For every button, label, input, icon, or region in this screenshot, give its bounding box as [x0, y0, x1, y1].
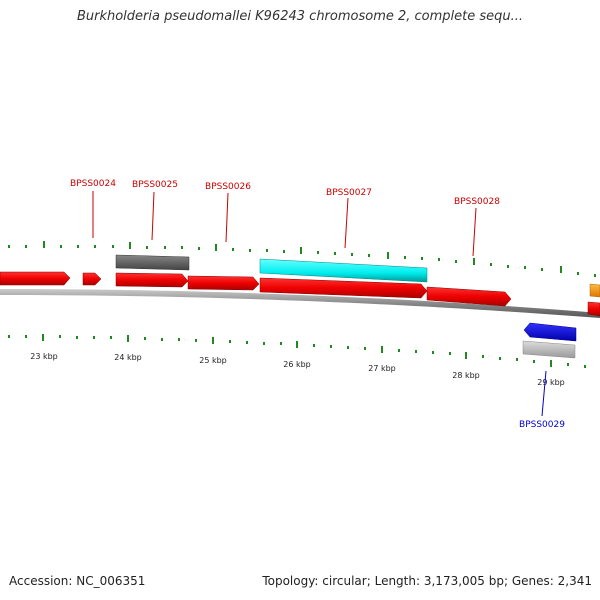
gene-label[interactable]: BPSS0026: [205, 182, 251, 192]
accession-value: NC_006351: [76, 574, 146, 588]
kbp-label: 25 kbp: [199, 356, 227, 365]
upper-features: [115, 254, 600, 298]
leader-line: [472, 207, 477, 257]
leader-line: [541, 370, 547, 417]
sequence-summary: Topology: circular; Length: 3,173,005 bp…: [262, 574, 592, 588]
gene-feature-arrow[interactable]: [426, 286, 512, 307]
topology-value: circular: [322, 574, 367, 588]
kbp-label: 27 kbp: [368, 364, 396, 373]
kbp-label: 23 kbp: [30, 352, 58, 361]
gene-labels: BPSS0024 BPSS0025 BPSS0026 BPSS0027 BPSS…: [70, 179, 565, 430]
gene-feature-gray[interactable]: [115, 254, 190, 271]
chromosome-backbone: [0, 289, 600, 318]
gene-feature-arrow[interactable]: [0, 271, 71, 286]
length-value: 3,173,005 bp: [423, 574, 504, 588]
gene-feature-arrow[interactable]: [115, 272, 189, 288]
length-label: Length:: [374, 574, 421, 588]
kbp-label: 29 kbp: [537, 378, 565, 387]
leader-line: [344, 197, 349, 249]
topology-label: Topology:: [262, 574, 319, 588]
gene-label[interactable]: BPSS0029: [519, 420, 565, 430]
accession-label: Accession:: [9, 574, 73, 588]
gene-feature-arrow[interactable]: [82, 272, 102, 286]
gene-feature-light-gray[interactable]: [522, 340, 576, 359]
kbp-scale-labels: 23 kbp 24 kbp 25 kbp 26 kbp 27 kbp 28 kb…: [30, 352, 565, 387]
gene-feature-arrow[interactable]: [587, 301, 600, 317]
kbp-label: 26 kbp: [283, 360, 311, 369]
gene-feature-reverse-arrow[interactable]: [523, 322, 577, 342]
forward-strand-features: [0, 271, 600, 317]
gene-feature-arrow[interactable]: [187, 275, 260, 291]
gene-label[interactable]: BPSS0024: [70, 179, 116, 189]
gene-feature-orange[interactable]: [589, 283, 600, 298]
gene-label[interactable]: BPSS0028: [454, 197, 500, 207]
gene-label-leaders: [92, 191, 547, 417]
outer-tick-row: [8, 241, 596, 277]
kbp-label: 24 kbp: [114, 353, 142, 362]
gene-feature-selected[interactable]: [259, 258, 428, 283]
gene-label[interactable]: BPSS0027: [326, 188, 372, 198]
sequence-title: Burkholderia pseudomallei K96243 chromos…: [76, 9, 524, 24]
inner-tick-row: [8, 334, 586, 368]
gene-label[interactable]: BPSS0025: [132, 180, 178, 190]
leader-line: [151, 191, 155, 241]
genes-value: 2,341: [557, 574, 592, 588]
kbp-label: 28 kbp: [452, 371, 480, 380]
leader-line: [225, 192, 229, 243]
genes-label: Genes:: [511, 574, 554, 588]
gene-feature-arrow[interactable]: [259, 277, 428, 299]
accession-info: Accession: NC_006351: [9, 574, 145, 588]
reverse-strand-features: [522, 322, 577, 359]
